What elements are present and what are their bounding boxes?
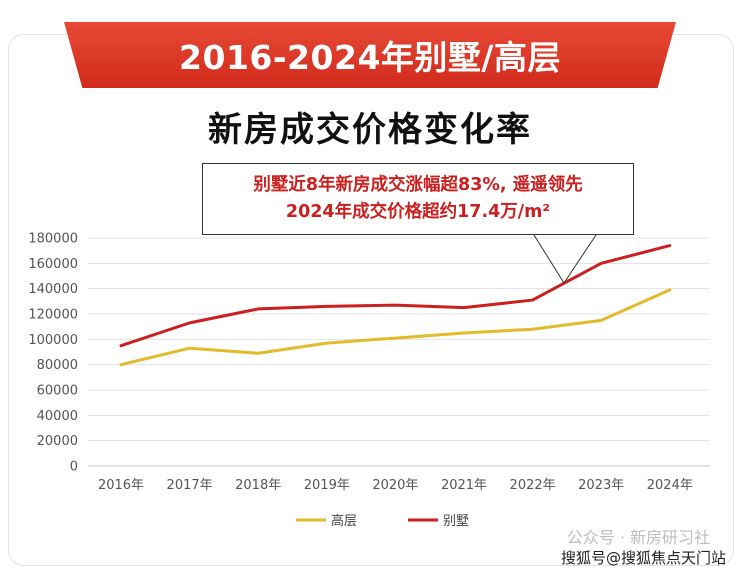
- series-line-1: [119, 244, 672, 348]
- annotation-callout: 别墅近8年新房成交涨幅超83%, 遥遥领先 2024年成交价格超约17.4万/m…: [202, 163, 634, 235]
- x-tick-label: 2021年: [441, 478, 487, 493]
- y-tick-label: 100000: [28, 333, 78, 348]
- y-tick-label: 140000: [28, 282, 78, 297]
- callout-pointer: [563, 234, 597, 284]
- legend-label: 别墅: [443, 514, 469, 529]
- y-tick-label: 40000: [37, 409, 78, 424]
- x-tick-label: 2024年: [647, 478, 693, 493]
- y-tick-label: 60000: [37, 384, 78, 399]
- chart-card: [8, 34, 734, 566]
- chart-subtitle: 新房成交价格变化率: [208, 110, 532, 150]
- x-tick-label: 2022年: [510, 478, 556, 493]
- watermark-wechat: 公众号 · 新房研习社: [566, 528, 710, 547]
- watermark-sohu: 搜狐号@搜狐焦点天门站: [560, 549, 726, 567]
- y-tick-label: 160000: [28, 257, 78, 272]
- y-tick-label: 20000: [37, 434, 78, 449]
- x-tick-label: 2016年: [98, 478, 144, 493]
- x-tick-label: 2018年: [235, 478, 281, 493]
- x-tick-label: 2020年: [372, 478, 418, 493]
- callout-line-2: 2024年成交价格超约17.4万/m²: [285, 202, 551, 222]
- y-tick-label: 120000: [28, 308, 78, 323]
- title-banner: 2016-2024年别墅/高层: [64, 22, 676, 88]
- y-tick-label: 80000: [37, 358, 78, 373]
- series-line-0: [119, 288, 672, 367]
- callout-line-1: 别墅近8年新房成交涨幅超83%, 遥遥领先: [253, 175, 583, 195]
- y-tick-label: 0: [70, 460, 78, 475]
- x-tick-label: 2023年: [578, 478, 624, 493]
- banner-title: 2016-2024年别墅/高层: [179, 38, 561, 77]
- y-tick-label: 180000: [28, 232, 78, 247]
- x-tick-label: 2019年: [304, 478, 350, 493]
- x-tick-label: 2017年: [167, 478, 213, 493]
- callout-pointer: [533, 234, 565, 284]
- legend-label: 高层: [331, 513, 357, 529]
